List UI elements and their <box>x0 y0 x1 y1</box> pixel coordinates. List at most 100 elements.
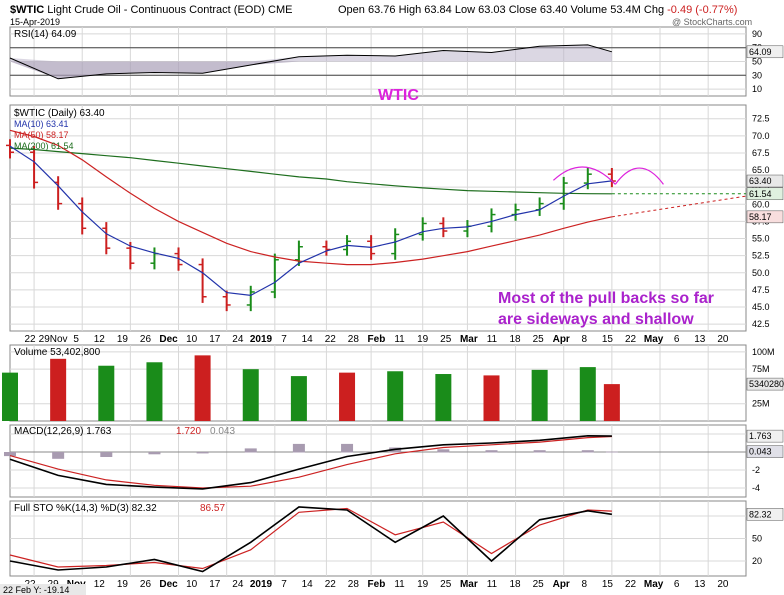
x-tick-label: 25 <box>533 579 545 590</box>
x-tick-label: Feb <box>368 579 386 590</box>
x-tick-label: 5 <box>73 334 79 345</box>
ma200-legend: MA(200) 61.54 <box>14 141 74 151</box>
y-tick-label: 67.5 <box>752 148 770 158</box>
y-tick-label: 70.0 <box>752 131 770 141</box>
x-tick-label: 18 <box>509 334 521 345</box>
x-tick-label: 13 <box>694 334 706 345</box>
y-tick-label: 10 <box>752 84 762 94</box>
projected-trendline <box>611 195 747 218</box>
pane-price <box>9 104 747 332</box>
exchange: CME <box>268 4 293 16</box>
annotation-line-2: are sideways and shallow <box>498 311 694 328</box>
y-tick-label: 50 <box>752 57 762 67</box>
x-tick-label: 10 <box>186 579 198 590</box>
open-label: Open <box>338 4 365 16</box>
symbol: $WTIC <box>10 4 45 16</box>
forecast-arc <box>614 167 664 185</box>
price-tag-ma50-box <box>746 210 784 224</box>
y-tick-label: 60.0 <box>752 199 770 209</box>
rsi-value-tag-box <box>746 45 784 59</box>
ma200-line <box>9 147 612 195</box>
y-tick-label: -4 <box>752 483 760 493</box>
x-tick-label: 13 <box>694 579 706 590</box>
macd-legend: MACD(12,26,9) 1.763 <box>14 426 112 437</box>
macd-hist-tag: 0.043 <box>749 447 772 457</box>
x-tick-label: 8 <box>582 579 588 590</box>
ma50-legend: MA(50) 58.17 <box>14 130 69 140</box>
x-tick-label: Mar <box>460 579 478 590</box>
rsi-overbought-fill <box>10 44 612 62</box>
x-tick-label: 6 <box>674 579 680 590</box>
macd-histogram-bar <box>605 451 618 453</box>
rsi-value-tag: 64.09 <box>749 47 772 57</box>
sto-d-legend: 86.57 <box>200 503 225 514</box>
cursor-readout: 22 Feb Y: -19.14 <box>3 585 69 595</box>
y-tick-label: 25M <box>752 399 770 409</box>
x-tick-label: 25 <box>440 579 452 590</box>
x-tick-label: 15 <box>602 334 614 345</box>
rsi-line <box>9 44 613 80</box>
x-tick-label: 14 <box>302 334 314 345</box>
price-tag-ma200: 61.54 <box>749 189 772 199</box>
price-tag-ma50: 58.17 <box>749 212 772 222</box>
macd-hist-tag-box <box>746 445 784 458</box>
x-tick-label: 15 <box>602 579 614 590</box>
ma10-line <box>9 145 612 297</box>
sto-k-line <box>9 506 613 573</box>
sto-value-tag: 82.32 <box>749 509 772 519</box>
y-tick-label: 42.5 <box>752 319 770 329</box>
x-tick-label: 2019 <box>250 334 273 345</box>
x-tick-label: 7 <box>281 334 287 345</box>
macd-hist-legend: 0.043 <box>210 426 235 437</box>
x-tick-label: 11 <box>487 579 498 590</box>
x-tick-label: 28 <box>348 334 360 345</box>
macd-signal-line <box>9 435 612 489</box>
macd-histogram-bar <box>485 450 498 453</box>
volume-bar <box>98 365 115 421</box>
macd-histogram-bar <box>148 452 161 455</box>
close-value: 63.40 <box>539 4 568 16</box>
price-tag-ma200-box <box>746 187 784 201</box>
x-tick-label: 28 <box>348 579 360 590</box>
volume-value: 53.4M <box>610 4 641 16</box>
pane-macd <box>9 424 747 498</box>
macd-line <box>9 434 612 490</box>
x-tick-label: 26 <box>140 579 152 590</box>
y-tick-label: 100M <box>752 347 775 357</box>
high-label: High <box>398 4 422 16</box>
volume-bar <box>2 372 18 421</box>
volume-bar <box>50 358 67 421</box>
macd-histogram-bar <box>292 443 305 453</box>
volume-legend: Volume 53,402,800 <box>14 347 101 358</box>
macd-value-tag-box <box>746 429 784 443</box>
annotation-line-1: Most of the pull backs so far <box>498 290 714 307</box>
x-tick-label: 18 <box>509 579 521 590</box>
instrument-name: Light Crude Oil - Continuous Contract (E… <box>47 4 265 16</box>
x-tick-label: 11 <box>394 579 405 590</box>
high-value: 63.84 <box>424 4 452 16</box>
volume-bar <box>290 376 307 421</box>
x-tick-label: 22 <box>625 579 637 590</box>
macd-signal-legend: 1.720 <box>176 426 201 437</box>
rsi-oversold-fill <box>10 61 612 79</box>
x-tick-label: Dec <box>159 579 178 590</box>
x-tick-label: 17 <box>209 579 221 590</box>
ma50-line <box>9 129 613 266</box>
x-tick-label: 22 <box>625 334 637 345</box>
y-tick-label: -2 <box>752 465 760 475</box>
rsi-legend: RSI(14) 64.09 <box>14 29 77 40</box>
x-tick-label: May <box>644 579 664 590</box>
x-tick-label: Dec <box>159 334 178 345</box>
macd-histogram-bar <box>533 450 546 453</box>
macd-histogram-bar <box>196 452 209 454</box>
x-tick-label: Feb <box>368 334 386 345</box>
x-tick-label: 11 <box>487 334 498 345</box>
volume-bar <box>435 374 452 421</box>
y-tick-label: 90 <box>752 29 762 39</box>
x-tick-label: 19 <box>117 334 129 345</box>
x-tick-label: 29Nov <box>39 334 68 345</box>
ma10-legend: MA(10) 63.41 <box>14 119 69 129</box>
volume-bar <box>579 367 596 421</box>
x-tick-label: Apr <box>553 334 570 345</box>
